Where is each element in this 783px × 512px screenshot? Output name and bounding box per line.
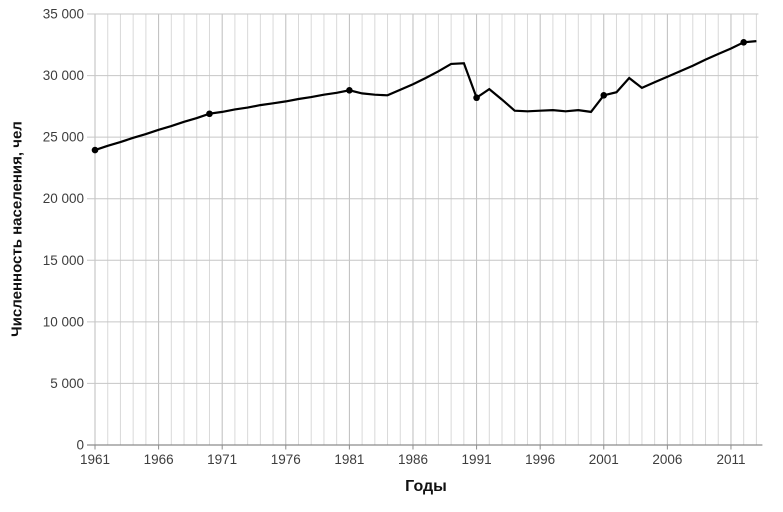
x-tick-label: 1996: [525, 452, 555, 467]
data-point-marker: [206, 110, 213, 118]
x-tick-label: 2001: [589, 452, 619, 467]
x-axis-title: Годы: [405, 478, 447, 495]
x-tick-label: 1976: [271, 452, 301, 467]
x-tick-label: 1966: [144, 452, 174, 467]
data-point-marker: [600, 91, 608, 99]
data-point-marker: [346, 87, 353, 94]
population-line: [94, 40, 757, 152]
x-tick-label: 2006: [652, 452, 682, 467]
y-tick-label: 20 000: [43, 191, 84, 206]
y-tick-label: 10 000: [43, 314, 84, 329]
y-tick-label: 35 000: [43, 7, 84, 22]
x-tick-label: 1981: [334, 452, 364, 467]
y-tick-label: 5 000: [50, 376, 84, 391]
y-tick-label: 15 000: [43, 253, 84, 268]
x-tick-label: 1971: [207, 452, 237, 467]
data-point-marker: [473, 94, 480, 102]
data-point-marker: [91, 146, 99, 154]
data-point-marker: [740, 39, 747, 46]
x-tick-label: 2011: [716, 452, 745, 467]
x-tick-label: 1991: [462, 452, 492, 467]
y-axis-title: Численность населения, чел: [8, 121, 26, 337]
x-tick-label: 1986: [398, 452, 428, 467]
y-tick-label: 25 000: [43, 130, 84, 145]
x-tick-label: 1961: [80, 452, 110, 467]
y-tick-label: 0: [76, 438, 84, 453]
y-tick-label: 30 000: [43, 68, 84, 83]
